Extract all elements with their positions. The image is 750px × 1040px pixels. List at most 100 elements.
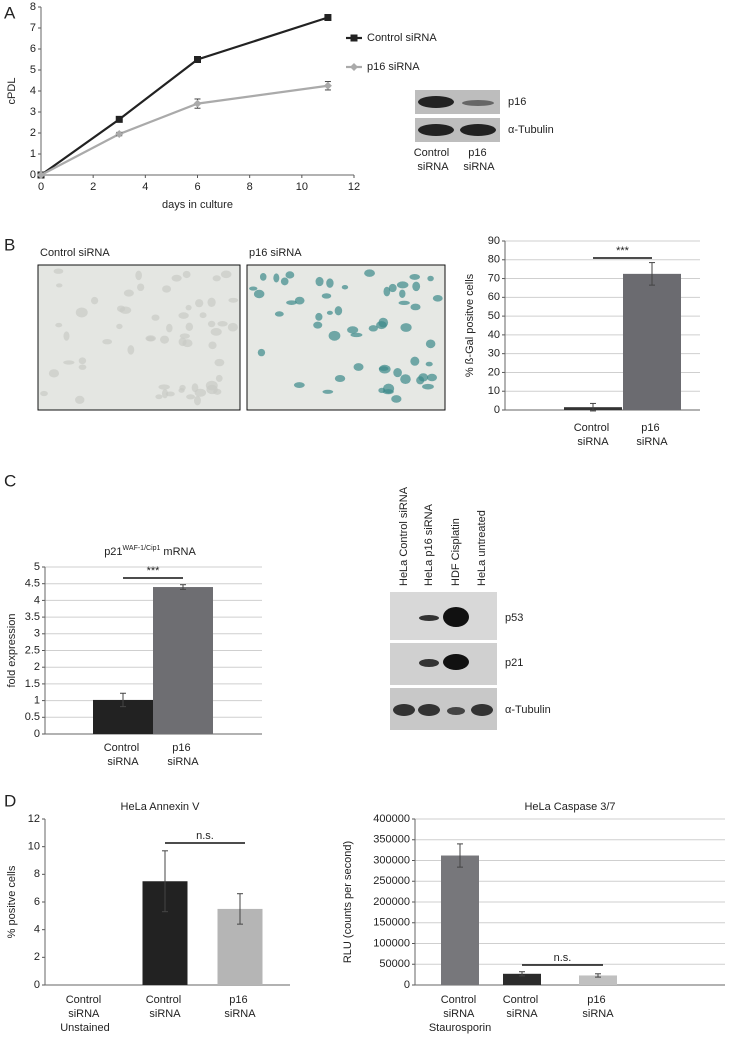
band	[418, 124, 454, 136]
panel-label: A	[4, 3, 16, 22]
cell	[179, 333, 190, 339]
cell	[205, 380, 218, 391]
title: p21	[104, 546, 122, 558]
cell	[364, 269, 375, 277]
cell	[427, 275, 434, 282]
lane-label: HeLa Control siRNA	[398, 486, 410, 586]
cell	[400, 374, 411, 385]
cell	[321, 293, 332, 299]
y-tick-label: 300000	[373, 854, 410, 866]
cell	[145, 335, 156, 342]
cell	[214, 358, 225, 367]
y-tick-label: 100000	[373, 937, 410, 949]
chart-title: HeLa Annexin V	[121, 801, 201, 813]
cell	[382, 389, 394, 395]
cell	[207, 320, 216, 328]
cell	[412, 281, 421, 292]
cell	[171, 274, 182, 282]
cell	[127, 345, 135, 355]
cell	[116, 323, 123, 330]
x-tick-label: p16 siRNA	[636, 422, 668, 448]
y-tick-label: 40	[488, 329, 500, 341]
y-axis-label: % ß-Gal positve cells	[464, 273, 476, 377]
legend-marker	[350, 63, 358, 71]
cell	[161, 388, 169, 399]
y-tick-label: 30	[488, 348, 500, 360]
y-tick-label: 3	[34, 628, 40, 640]
x-tick-label: Control siRNA Staurosporin	[429, 994, 491, 1034]
cell	[75, 395, 85, 404]
cell	[212, 275, 221, 282]
chart-title: p21WAF-1/Cip1 mRNA	[104, 545, 196, 558]
cell	[116, 305, 126, 312]
marker	[193, 99, 202, 108]
cell	[425, 339, 436, 349]
cell	[285, 271, 295, 279]
y-axis-label: fold expression	[6, 614, 18, 688]
cell	[422, 383, 434, 390]
band	[393, 704, 415, 716]
cell	[178, 312, 189, 319]
cell	[186, 394, 196, 400]
cell	[378, 366, 389, 371]
y-tick-label: 2	[34, 951, 40, 963]
band	[418, 704, 440, 716]
cell	[40, 390, 48, 397]
y-tick-label: 10	[28, 841, 40, 853]
panel-label: C	[4, 471, 16, 490]
cell	[78, 357, 87, 365]
cell	[162, 285, 172, 293]
y-tick-label: 7	[30, 22, 36, 34]
marker	[323, 81, 332, 90]
cell	[427, 373, 438, 382]
y-tick-label: 50	[488, 310, 500, 322]
x-tick-label: p16 siRNA	[224, 994, 256, 1020]
cell	[166, 323, 173, 333]
y-tick-label: 4	[34, 594, 40, 606]
cell	[63, 331, 70, 341]
legend-label: p16 siRNA	[367, 61, 420, 73]
y-axis-label: cPDL	[6, 78, 18, 105]
y-tick-label: 0	[34, 728, 40, 740]
bar	[441, 855, 479, 985]
bar	[503, 973, 541, 985]
cell	[210, 327, 222, 336]
cell	[55, 283, 63, 288]
y-tick-label: 4	[30, 85, 36, 97]
band-label: p16	[508, 96, 526, 108]
panel-label: B	[4, 235, 15, 254]
chart-title: HeLa Caspase 3/7	[524, 801, 615, 813]
x-axis-label: days in culture	[162, 199, 233, 211]
x-tick-label: Control siRNA	[574, 422, 613, 448]
y-tick-label: 12	[28, 813, 40, 825]
y-tick-label: 6	[30, 43, 36, 55]
cell	[178, 388, 185, 393]
x-tick-label: 12	[348, 181, 360, 193]
band	[443, 607, 469, 627]
band	[443, 654, 469, 670]
cell	[410, 303, 421, 311]
cell	[350, 332, 363, 338]
cell	[393, 368, 402, 378]
cell	[182, 339, 193, 348]
x-tick-label: p16 siRNA	[582, 994, 614, 1020]
cell	[315, 312, 323, 321]
cell	[416, 376, 425, 385]
cell	[123, 289, 134, 297]
band-label: p21	[505, 657, 523, 669]
cell	[294, 296, 305, 305]
y-tick-label: 2	[30, 127, 36, 139]
cell	[193, 395, 201, 406]
y-tick-label: 1	[34, 695, 40, 707]
cell	[383, 286, 391, 297]
cell	[409, 273, 421, 280]
cell	[102, 339, 113, 345]
cell	[90, 296, 99, 305]
cell	[425, 361, 433, 367]
y-axis-label: RLU (counts per second)	[342, 841, 354, 963]
lane-label: p16 siRNA	[463, 147, 495, 173]
y-tick-label: 8	[34, 868, 40, 880]
y-tick-label: 400000	[373, 813, 410, 825]
x-tick-label: 2	[90, 181, 96, 193]
cell	[274, 311, 284, 317]
